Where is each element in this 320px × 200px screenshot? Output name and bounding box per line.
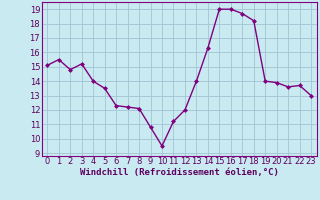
X-axis label: Windchill (Refroidissement éolien,°C): Windchill (Refroidissement éolien,°C): [80, 168, 279, 177]
